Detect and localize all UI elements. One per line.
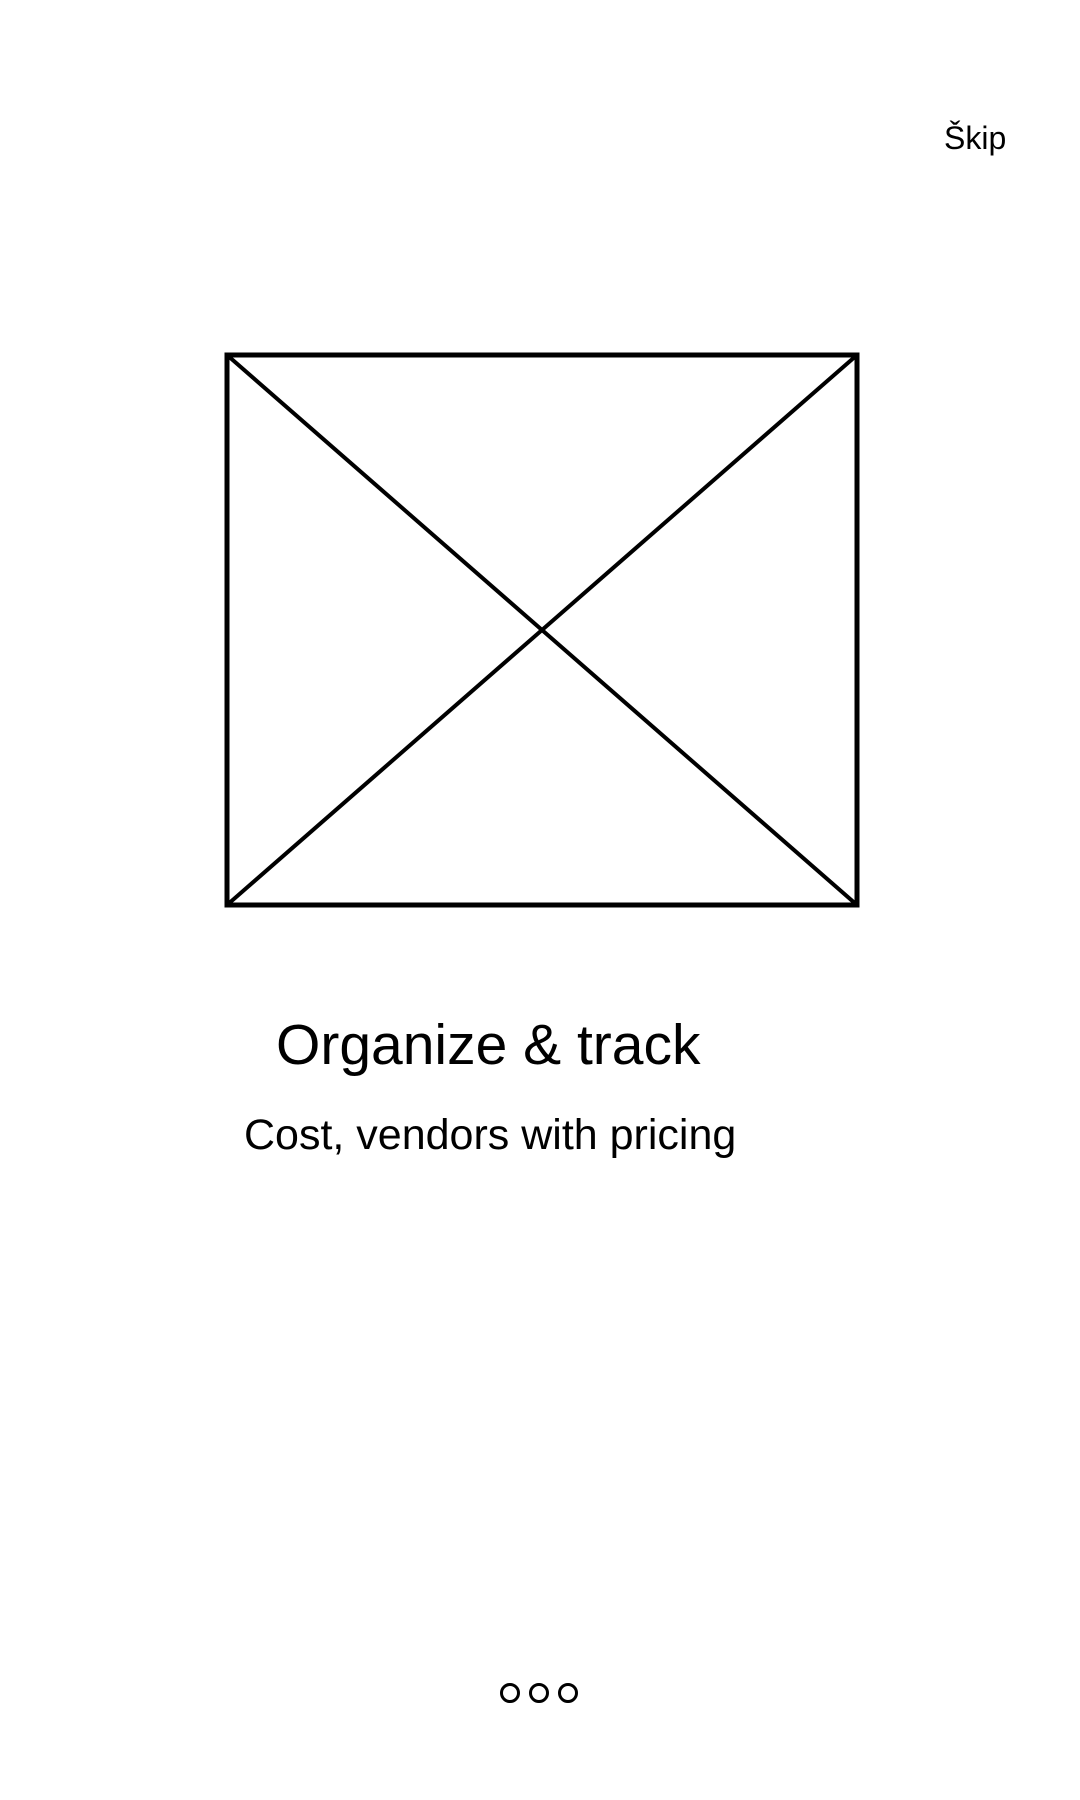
- image-placeholder: [224, 352, 860, 908]
- page-dot-2[interactable]: [529, 1683, 549, 1703]
- onboarding-title: Organize & track: [276, 1013, 701, 1077]
- page-dot-1[interactable]: [500, 1683, 520, 1703]
- page-dot-3[interactable]: [558, 1683, 578, 1703]
- onboarding-subtitle: Cost, vendors with pricing: [244, 1111, 737, 1159]
- page-indicator: [500, 1683, 578, 1703]
- skip-button[interactable]: Škip: [944, 120, 1007, 156]
